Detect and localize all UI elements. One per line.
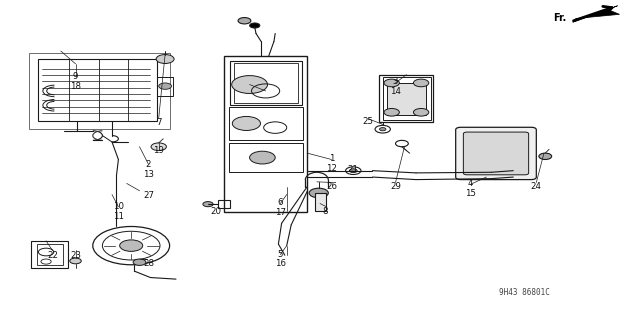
Bar — [157, 77, 173, 96]
Bar — [218, 200, 230, 208]
Text: 20: 20 — [211, 207, 222, 216]
Circle shape — [156, 55, 174, 63]
Circle shape — [309, 188, 328, 198]
Text: 19: 19 — [154, 146, 164, 155]
Circle shape — [380, 128, 386, 131]
Text: 5
16: 5 16 — [275, 250, 286, 268]
Circle shape — [238, 18, 251, 24]
Bar — [387, 83, 426, 115]
Bar — [230, 61, 302, 105]
Text: 6
17: 6 17 — [275, 198, 286, 217]
Circle shape — [349, 169, 357, 173]
Circle shape — [203, 202, 213, 207]
Text: 28: 28 — [143, 259, 154, 268]
Text: 26: 26 — [326, 182, 337, 191]
Circle shape — [70, 258, 81, 264]
Text: 22: 22 — [47, 251, 58, 260]
Text: 7: 7 — [156, 118, 161, 127]
Circle shape — [232, 76, 268, 93]
Circle shape — [232, 116, 260, 130]
Bar — [383, 77, 431, 120]
Circle shape — [159, 83, 172, 89]
Polygon shape — [573, 6, 620, 22]
Text: 9
18: 9 18 — [70, 72, 81, 91]
Circle shape — [413, 79, 429, 87]
Bar — [315, 193, 326, 211]
Circle shape — [120, 240, 143, 251]
Text: 23: 23 — [70, 251, 81, 260]
Text: 10
11: 10 11 — [113, 202, 124, 220]
Text: 2
13: 2 13 — [143, 160, 154, 179]
Text: 25: 25 — [362, 117, 374, 126]
Bar — [229, 143, 303, 172]
FancyBboxPatch shape — [456, 127, 536, 180]
Text: 27: 27 — [143, 191, 154, 200]
Circle shape — [384, 79, 399, 87]
Circle shape — [250, 23, 260, 28]
Bar — [224, 56, 307, 212]
Circle shape — [510, 168, 519, 173]
Text: 29: 29 — [390, 182, 401, 191]
Circle shape — [133, 259, 146, 265]
Bar — [37, 244, 63, 265]
Circle shape — [510, 175, 519, 179]
Circle shape — [250, 151, 275, 164]
Bar — [234, 63, 298, 103]
Bar — [31, 241, 68, 268]
Text: Fr.: Fr. — [553, 12, 566, 23]
Bar — [229, 107, 303, 140]
Text: 8: 8 — [323, 207, 328, 216]
Circle shape — [384, 108, 399, 116]
Bar — [379, 75, 433, 122]
Text: 24: 24 — [531, 182, 542, 191]
Circle shape — [413, 108, 429, 116]
Text: 4
15: 4 15 — [465, 180, 476, 198]
FancyBboxPatch shape — [463, 132, 529, 175]
Circle shape — [151, 143, 166, 151]
Bar — [38, 59, 157, 121]
Text: 3
14: 3 14 — [390, 78, 401, 96]
Text: 9H43 86801C: 9H43 86801C — [499, 288, 550, 297]
Circle shape — [539, 153, 552, 160]
Text: 21: 21 — [348, 165, 359, 174]
Text: 1
12: 1 12 — [326, 154, 337, 173]
